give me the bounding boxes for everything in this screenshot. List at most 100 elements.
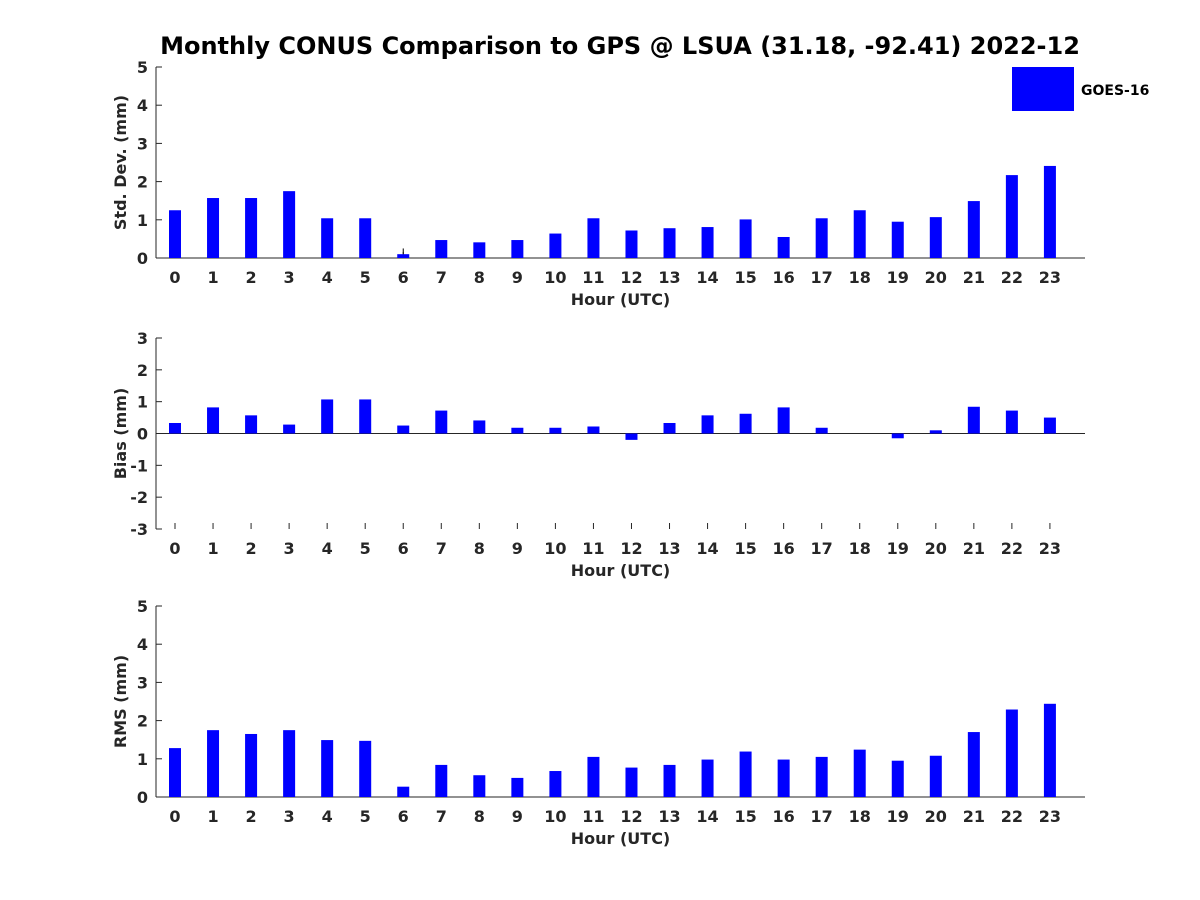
bar xyxy=(739,219,752,258)
x-tick-label: 6 xyxy=(398,539,409,558)
x-tick-label: 14 xyxy=(696,539,718,558)
x-tick-label: 8 xyxy=(474,539,485,558)
bar xyxy=(169,748,181,797)
bar xyxy=(891,433,904,439)
bar xyxy=(701,227,714,258)
bar xyxy=(663,764,676,797)
bar xyxy=(815,427,828,434)
bar xyxy=(169,210,181,258)
x-tick-label: 19 xyxy=(887,268,909,287)
bar xyxy=(283,730,296,797)
bar xyxy=(549,427,562,434)
bar xyxy=(359,218,372,258)
x-tick-label: 11 xyxy=(582,539,604,558)
bar xyxy=(245,198,258,258)
x-tick-label: 13 xyxy=(658,268,680,287)
y-tick-label: 4 xyxy=(137,635,148,654)
bar xyxy=(929,430,942,434)
x-tick-label: 4 xyxy=(322,268,333,287)
y-tick-label: 3 xyxy=(137,134,148,153)
bar xyxy=(435,764,448,797)
x-tick-label: 3 xyxy=(284,268,295,287)
x-tick-label: 16 xyxy=(773,539,795,558)
chart-title: Monthly CONUS Comparison to GPS @ LSUA (… xyxy=(160,32,1080,60)
bar xyxy=(511,240,524,258)
bar xyxy=(549,771,562,797)
legend-swatch xyxy=(1012,67,1074,111)
x-tick-label: 18 xyxy=(849,807,871,826)
y-tick-label: 5 xyxy=(137,597,148,616)
y-tick-label: 1 xyxy=(137,393,148,412)
x-tick-label: 23 xyxy=(1039,268,1061,287)
bar xyxy=(359,740,372,797)
y-tick-label: 5 xyxy=(137,58,148,77)
x-tick-label: 21 xyxy=(963,807,985,826)
bar xyxy=(929,217,942,258)
x-tick-label: 2 xyxy=(246,268,257,287)
bar xyxy=(207,730,220,797)
y-tick-label: 3 xyxy=(137,329,148,348)
x-tick-label: 15 xyxy=(734,807,756,826)
y-tick-label: -2 xyxy=(130,488,148,507)
x-tick-label: 9 xyxy=(512,807,523,826)
x-tick-label: 5 xyxy=(360,807,371,826)
x-tick-label: 0 xyxy=(169,807,180,826)
bar xyxy=(1005,410,1018,434)
bar xyxy=(967,732,980,797)
y-tick-label: 2 xyxy=(137,712,148,731)
bar xyxy=(625,767,638,797)
bar xyxy=(853,210,866,258)
bar xyxy=(701,759,714,797)
x-tick-label: 16 xyxy=(773,268,795,287)
x-tick-label: 0 xyxy=(169,268,180,287)
y-tick-label: 2 xyxy=(137,173,148,192)
x-tick-label: 5 xyxy=(360,268,371,287)
x-tick-label: 1 xyxy=(207,539,218,558)
x-tick-label: 21 xyxy=(963,539,985,558)
x-tick-label: 7 xyxy=(436,807,447,826)
y-axis-label: Bias (mm) xyxy=(111,388,130,480)
bar xyxy=(245,415,258,434)
bar xyxy=(473,242,486,258)
x-tick-label: 1 xyxy=(207,807,218,826)
bar xyxy=(777,407,790,434)
bar xyxy=(207,407,220,434)
x-tick-label: 13 xyxy=(658,539,680,558)
bar xyxy=(587,218,600,258)
bar xyxy=(245,733,258,797)
bar xyxy=(625,433,638,440)
y-tick-label: 0 xyxy=(137,249,148,268)
bar xyxy=(435,240,448,258)
bar xyxy=(663,422,676,434)
x-tick-label: 16 xyxy=(773,807,795,826)
y-axis-label: RMS (mm) xyxy=(111,655,130,748)
x-tick-label: 8 xyxy=(474,268,485,287)
x-tick-label: 23 xyxy=(1039,807,1061,826)
x-tick-label: 23 xyxy=(1039,539,1061,558)
y-tick-label: 1 xyxy=(137,750,148,769)
x-tick-label: 5 xyxy=(360,539,371,558)
legend-label: GOES-16 xyxy=(1081,83,1149,99)
x-tick-label: 10 xyxy=(544,807,566,826)
x-tick-label: 7 xyxy=(436,268,447,287)
x-tick-label: 6 xyxy=(398,268,409,287)
bar xyxy=(397,786,410,797)
x-tick-label: 17 xyxy=(811,807,833,826)
y-tick-label: 0 xyxy=(137,425,148,444)
bar xyxy=(739,751,752,797)
x-tick-label: 3 xyxy=(284,539,295,558)
bar xyxy=(283,424,296,434)
bar xyxy=(967,406,980,434)
bar xyxy=(701,415,714,434)
x-tick-label: 21 xyxy=(963,268,985,287)
x-tick-label: 12 xyxy=(620,539,642,558)
x-axis-label: Hour (UTC) xyxy=(571,561,671,580)
x-tick-label: 4 xyxy=(322,807,333,826)
y-tick-label: 2 xyxy=(137,361,148,380)
x-tick-label: 12 xyxy=(620,268,642,287)
bar xyxy=(397,254,410,258)
